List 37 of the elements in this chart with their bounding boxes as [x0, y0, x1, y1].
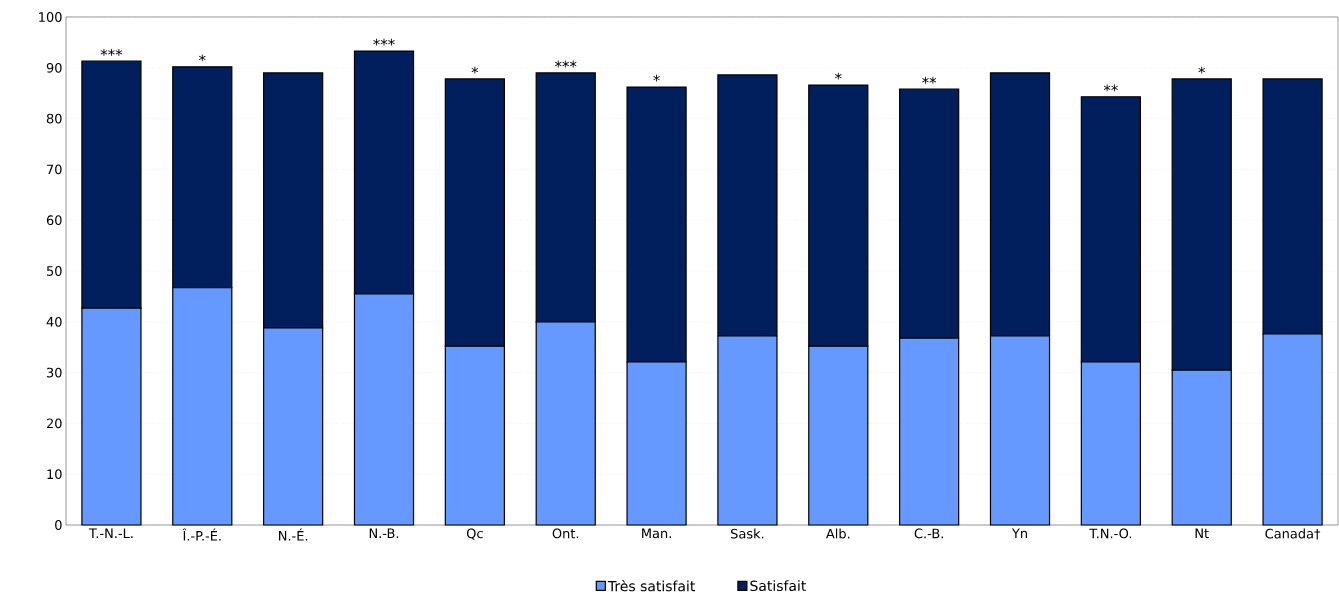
annotation: *: [198, 54, 206, 62]
legend-label: Satisfait: [750, 580, 806, 592]
x-tick-label: N.-É.: [279, 528, 308, 541]
x-tick-label: Canada†: [1265, 528, 1321, 540]
annotation: ***: [100, 48, 123, 56]
annotation: *: [1198, 66, 1206, 74]
y-tick-label: 0: [55, 520, 62, 530]
y-tick-label: 70: [47, 164, 62, 175]
x-tick-label: Sask.: [731, 528, 764, 539]
x-tick-label: Alb.: [825, 528, 850, 539]
y-tick-label: 50: [47, 266, 62, 276]
x-tick-label: Nt: [1195, 528, 1209, 538]
x-tick-label: C.-B.: [914, 528, 943, 539]
annotation: **: [1103, 84, 1118, 92]
x-tick-label: T.N.-O.: [1089, 528, 1132, 539]
y-tick-label: 40: [46, 316, 62, 327]
annotation: ***: [554, 60, 577, 68]
y-tick-label: 90: [46, 62, 62, 73]
annotation: *: [471, 66, 479, 74]
annotation: **: [922, 76, 937, 84]
x-tick-label: Man.: [642, 528, 671, 539]
x-tick-label: Qc: [466, 528, 483, 540]
y-tick-label: 30: [46, 367, 62, 378]
y-tick-label: 20: [46, 418, 62, 429]
annotation: ***: [373, 38, 395, 46]
x-tick-label: N.-B.: [369, 528, 399, 538]
annotation: *: [653, 74, 660, 82]
y-tick-label: 100: [39, 12, 62, 22]
x-tick-label: T.-N.-L.: [88, 528, 133, 538]
annotation: *: [834, 72, 842, 80]
y-tick-label: 80: [46, 113, 62, 124]
x-tick-label: Yn: [1011, 528, 1027, 538]
y-tick-label: 10: [47, 469, 62, 480]
legend-label: Très satisfait: [607, 579, 695, 592]
x-tick-label: Î.-P.-É.: [182, 528, 221, 541]
y-tick-label: 60: [46, 215, 62, 226]
x-tick-label: Ont.: [552, 528, 579, 539]
